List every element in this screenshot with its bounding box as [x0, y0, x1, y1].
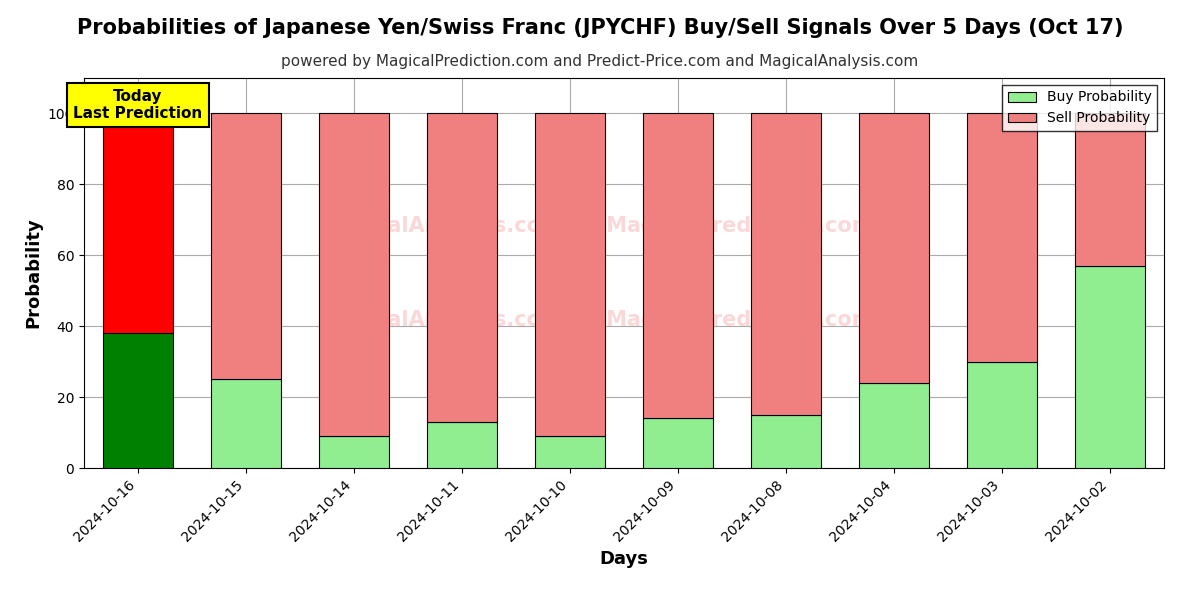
Text: Probabilities of Japanese Yen/Swiss Franc (JPYCHF) Buy/Sell Signals Over 5 Days : Probabilities of Japanese Yen/Swiss Fran…: [77, 18, 1123, 38]
Text: powered by MagicalPrediction.com and Predict-Price.com and MagicalAnalysis.com: powered by MagicalPrediction.com and Pre…: [281, 54, 919, 69]
Bar: [751, 415, 821, 468]
Text: Today
Last Prediction: Today Last Prediction: [73, 89, 203, 121]
Bar: [535, 113, 605, 436]
Bar: [967, 362, 1037, 468]
Legend: Buy Probability, Sell Probability: Buy Probability, Sell Probability: [1002, 85, 1157, 131]
Text: calAnalysis.com      MagicalPrediction.com: calAnalysis.com MagicalPrediction.com: [374, 216, 874, 236]
Bar: [103, 333, 173, 468]
Bar: [1075, 113, 1145, 266]
Y-axis label: Probability: Probability: [24, 218, 42, 328]
Bar: [751, 113, 821, 415]
Bar: [427, 113, 497, 422]
Bar: [427, 422, 497, 468]
Text: calAnalysis.com      MagicalPrediction.com: calAnalysis.com MagicalPrediction.com: [374, 310, 874, 330]
X-axis label: Days: Days: [600, 550, 648, 568]
Bar: [859, 383, 929, 468]
Bar: [319, 113, 389, 436]
Bar: [535, 436, 605, 468]
Bar: [211, 379, 281, 468]
Bar: [967, 113, 1037, 362]
Bar: [859, 113, 929, 383]
Bar: [103, 113, 173, 333]
Bar: [643, 113, 713, 418]
Bar: [319, 436, 389, 468]
Bar: [1075, 266, 1145, 468]
Bar: [643, 418, 713, 468]
Bar: [211, 113, 281, 379]
